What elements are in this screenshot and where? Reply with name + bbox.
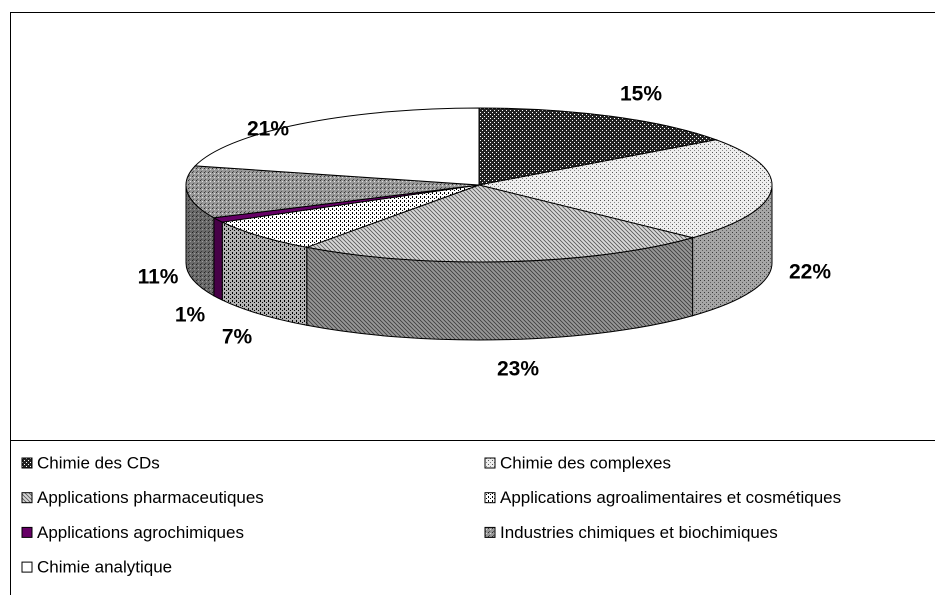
pie-slice xyxy=(478,139,773,239)
pie-slice xyxy=(478,107,718,186)
data-label: 11% xyxy=(138,266,179,289)
legend-label: Industries chimiques et biochimiques xyxy=(500,523,778,542)
legend-swatch xyxy=(484,457,496,469)
legend-swatch xyxy=(21,492,33,504)
legend-label: Applications agrochimiques xyxy=(37,523,244,542)
legend-label: Chimie analytique xyxy=(37,558,172,577)
legend-label: Chimie des complexes xyxy=(500,453,671,472)
legend-swatch xyxy=(484,492,496,504)
legend-swatch xyxy=(21,457,33,469)
pie-slice xyxy=(220,184,480,248)
data-label: 23% xyxy=(497,358,539,381)
pie-slice xyxy=(185,165,480,219)
pie-slice xyxy=(304,184,695,263)
legend-label: Applications agroalimentaires et cosméti… xyxy=(500,488,841,507)
data-label: 7% xyxy=(222,326,253,349)
legend-label: Chimie des CDs xyxy=(37,453,160,472)
data-label: 15% xyxy=(620,83,662,106)
legend: Chimie des CDs Chimie des complexes Applic… xyxy=(21,453,841,577)
legend-swatch xyxy=(21,561,33,573)
legend-label: Applications pharmaceutiques xyxy=(37,488,264,507)
legend-swatch xyxy=(484,526,496,538)
data-label: 22% xyxy=(789,261,831,284)
data-label: 21% xyxy=(247,118,289,141)
legend-swatch xyxy=(21,526,33,538)
data-label: 1% xyxy=(175,304,206,327)
pie-slice xyxy=(194,107,480,186)
pie-slice-side xyxy=(213,216,223,301)
